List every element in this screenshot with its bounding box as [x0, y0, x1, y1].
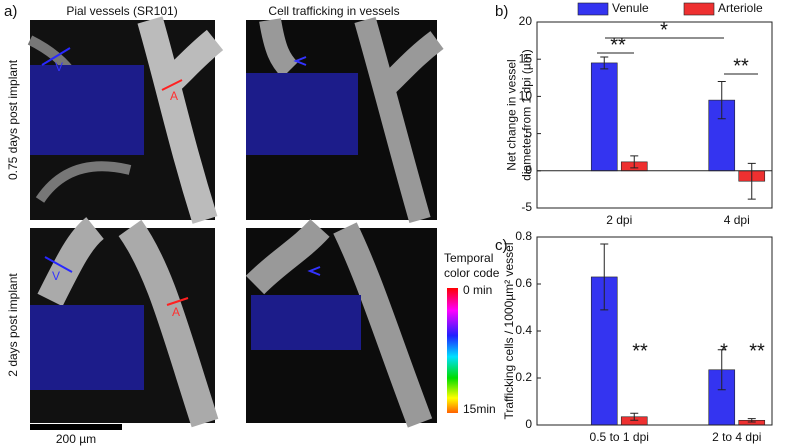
- error-bar: [717, 349, 726, 391]
- x-tick-label: 0.5 to 1 dpi: [590, 430, 649, 444]
- axes-frame: [536, 236, 773, 426]
- colorbar: [447, 288, 458, 413]
- x-tick-label: 4 dpi: [724, 213, 750, 227]
- colorbar-title: color code: [444, 266, 500, 280]
- y-tick-label: 20: [519, 14, 533, 28]
- implant: [30, 305, 144, 390]
- arrowhead: [307, 266, 321, 276]
- legend-swatch: [683, 2, 715, 16]
- significance-marker: **: [610, 34, 626, 56]
- error-bar: [717, 81, 726, 120]
- marker-line: [44, 256, 73, 273]
- vessel: [37, 217, 219, 428]
- vessel-label: V: [55, 60, 63, 74]
- y-tick-label: 0.2: [515, 370, 532, 384]
- x-tick-label: 2 to 4 dpi: [712, 430, 761, 444]
- y-axis-label: diameter from 1 dpi (µm): [520, 49, 534, 181]
- y-tick-label: 10: [519, 89, 533, 103]
- vessel-label: V: [52, 269, 60, 283]
- significance-marker: *: [720, 340, 728, 362]
- y-tick-label: 0.6: [515, 276, 532, 290]
- colorbar-label: 15min: [463, 402, 496, 416]
- vessel: [245, 219, 433, 428]
- y-tick-label: 0.8: [515, 229, 532, 243]
- significance-marker: **: [749, 340, 765, 362]
- vessel-label: A: [172, 305, 180, 319]
- marker-line: [41, 47, 71, 66]
- column-title: Pial vessels (SR101): [66, 4, 177, 18]
- vessel: [137, 16, 224, 224]
- marker-line: [161, 79, 183, 91]
- significance-marker: **: [733, 55, 749, 77]
- y-tick-label: 5: [525, 126, 532, 140]
- colorbar-label: 0 min: [463, 283, 492, 297]
- error-bar: [747, 162, 756, 200]
- x-tick-label: 2 dpi: [606, 213, 632, 227]
- error-bar: [630, 155, 639, 169]
- y-axis-label: Net change in vessel: [505, 59, 519, 170]
- row-label: 2 days post implant: [6, 273, 20, 377]
- y-axis-label: Trafficking cells / 1000µm² vessel: [502, 243, 516, 420]
- panel-a-text: a) Pial vessels (SR101) Cell trafficking…: [4, 3, 500, 446]
- implant: [246, 73, 358, 155]
- legend-label: Venule: [612, 1, 649, 15]
- y-tick-label: 0: [525, 417, 532, 431]
- vessel-label: A: [170, 89, 178, 103]
- colorbar-title: Temporal: [444, 251, 493, 265]
- panel-label: a): [4, 3, 17, 20]
- error-bar: [600, 56, 609, 70]
- significance-marker: *: [660, 19, 668, 41]
- bar: [590, 62, 618, 172]
- panel-label: b): [495, 3, 508, 20]
- panel-label: c): [495, 237, 508, 254]
- implant: [30, 65, 144, 155]
- significance-marker: **: [632, 340, 648, 362]
- y-tick-label: 0: [525, 163, 532, 177]
- axes-frame: [536, 21, 773, 209]
- error-bar: [747, 418, 756, 423]
- legend-label: Arteriole: [718, 1, 763, 15]
- y-tick-label: 0.4: [515, 323, 532, 337]
- marker-line: [166, 297, 189, 306]
- legend-swatch: [577, 2, 609, 16]
- column-title: Cell trafficking in vessels: [268, 4, 399, 18]
- scale-label: 200 µm: [56, 432, 96, 446]
- micrographs: [27, 16, 458, 430]
- error-bar: [600, 243, 609, 311]
- vessel: [259, 16, 444, 224]
- y-tick-label: 15: [519, 51, 533, 65]
- y-tick-label: -5: [521, 200, 532, 214]
- arrowhead: [293, 56, 307, 66]
- implant: [251, 295, 361, 350]
- error-bar: [630, 412, 639, 421]
- scale-bar: [30, 424, 122, 430]
- row-label: 0.75 days post implant: [6, 59, 20, 180]
